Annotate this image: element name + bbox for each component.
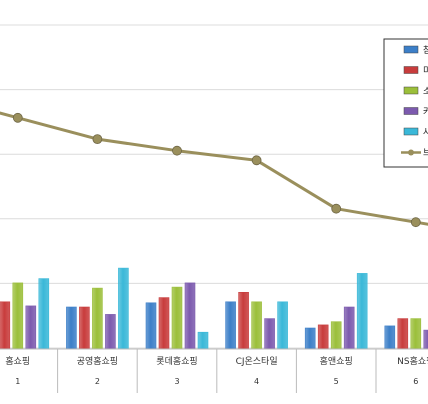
line-point-3 <box>172 145 182 156</box>
line-point-6 <box>410 217 421 228</box>
bar-4-2 <box>105 314 116 350</box>
category-axis: 홈쇼핑 1 공영홈쇼핑 2 롯데홈쇼핑 3 CJ온스타일 4 홈앤쇼핑 5 NS홈쇼핑 6 <box>0 348 428 393</box>
bar-1-4 <box>225 301 236 350</box>
category-label: CJ온스타일 <box>236 356 278 367</box>
category-label: 공영홈쇼핑 <box>77 355 118 367</box>
bar-4-5 <box>343 306 355 350</box>
line-series-group <box>0 111 428 228</box>
category-label: 롯데홈쇼핑 <box>156 355 197 367</box>
bar-2-2 <box>79 306 90 350</box>
line-series-1 <box>0 111 428 226</box>
category-number: 3 <box>174 377 179 386</box>
line-point-5 <box>331 203 342 214</box>
bar-2-1 <box>0 301 11 350</box>
bar-3-2 <box>92 287 103 350</box>
bar-3-6 <box>410 318 422 350</box>
category-number: 5 <box>334 377 339 386</box>
legend-swatch <box>403 45 419 54</box>
bar-5-3 <box>197 331 209 350</box>
bar-2-3 <box>158 297 170 350</box>
legend-label: 소 <box>423 86 428 97</box>
bar-series-group <box>0 267 428 350</box>
bar-5-1 <box>38 278 50 350</box>
legend-label: 브 <box>423 148 428 159</box>
legend-label: 사 <box>423 127 428 138</box>
bar-5-5 <box>356 273 368 350</box>
legend-marker <box>408 149 414 156</box>
category-number: 2 <box>95 377 100 386</box>
bar-1-2 <box>66 306 77 350</box>
bar-1-5 <box>304 327 316 350</box>
legend-swatch <box>403 107 419 115</box>
legend-label: 미 <box>423 66 428 77</box>
legend-label: 커 <box>423 107 428 118</box>
line-point-4 <box>251 155 262 166</box>
line-point-1 <box>12 112 23 123</box>
bar-4-4 <box>264 318 275 350</box>
bar-5-2 <box>118 267 129 350</box>
legend-label: 참 <box>423 45 428 56</box>
bar-4-6 <box>423 329 428 350</box>
bar-1-6 <box>384 325 396 350</box>
line-point-2 <box>92 134 103 145</box>
bar-2-5 <box>317 324 329 350</box>
category-number: 4 <box>254 377 259 386</box>
bar-4-1 <box>25 305 37 350</box>
legend-swatch <box>403 86 419 95</box>
category-label: NS홈쇼핑 <box>397 355 428 367</box>
legend-box <box>383 38 428 168</box>
bar-1-3 <box>145 302 157 350</box>
category-label: 홈앤쇼핑 <box>320 355 353 367</box>
category-number: 6 <box>413 377 418 386</box>
bar-3-4 <box>251 301 262 350</box>
bar-2-6 <box>397 318 409 350</box>
category-number: 1 <box>15 377 20 386</box>
bar-5-4 <box>277 301 288 350</box>
bar-3-5 <box>330 321 342 350</box>
bar-3-1 <box>12 282 24 350</box>
category-label: 홈쇼핑 <box>5 355 30 367</box>
legend-swatch <box>403 127 419 136</box>
bar-4-3 <box>184 282 196 350</box>
bar-3-3 <box>171 286 183 350</box>
bar-2-4 <box>238 291 249 350</box>
legend-swatch <box>403 66 419 74</box>
